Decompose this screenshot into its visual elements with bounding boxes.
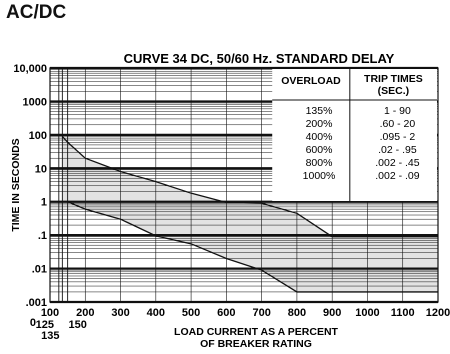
page-heading: AC/DC: [6, 2, 67, 23]
lower-trip-curve: [62, 201, 438, 293]
x-axis-label-line-2: OF BREAKER RATING: [200, 338, 312, 350]
y-tick-label: .1: [38, 230, 47, 242]
table-trip-time-cell: .002 - .09: [375, 170, 420, 182]
table-trip-time-cell: 1 - 90: [384, 105, 411, 117]
x-subtick-label: 150: [68, 319, 86, 331]
y-tick-label: 100: [29, 130, 47, 142]
table-header-trip-times: TRIP TIMES: [364, 73, 423, 85]
x-tick-label: 700: [252, 307, 270, 319]
table-overload-cell: 135%: [306, 105, 333, 117]
chart-title: CURVE 34 DC, 50/60 Hz. STANDARD DELAY: [124, 51, 395, 66]
x-tick-label: 600: [217, 307, 235, 319]
table-background: [272, 69, 437, 202]
table-trip-time-cell: .02 - .95: [378, 144, 417, 156]
y-tick-label: 10,000: [13, 63, 47, 75]
x-axis-label-line-1: LOAD CURRENT AS A PERCENT: [174, 326, 339, 338]
table-trip-time-cell: .095 - 2: [380, 131, 416, 143]
table-overload-cell: 800%: [306, 157, 333, 169]
x-subtick-label: 135: [41, 330, 59, 342]
plot-frame: [49, 67, 439, 303]
x-tick-label: 400: [147, 307, 165, 319]
y-tick-label: 1000: [23, 96, 47, 108]
trip-band: [62, 136, 438, 292]
table-header-seconds: (SEC.): [378, 85, 410, 97]
table-overload-cell: 1000%: [303, 170, 336, 182]
x-tick-label: 200: [76, 307, 94, 319]
table-trip-time-cell: .002 - .45: [375, 157, 420, 169]
table-overload-cell: 600%: [306, 144, 333, 156]
band-fill: [62, 136, 438, 292]
x-tick-label: 1000: [355, 307, 379, 319]
y-tick-label: 10: [35, 163, 47, 175]
y-tick-label: 1: [41, 197, 47, 209]
x-tick-label: 900: [323, 307, 341, 319]
table-header-overload: OVERLOAD: [281, 75, 341, 87]
x-tick-label: 800: [288, 307, 306, 319]
x-tick-label: 500: [182, 307, 200, 319]
axis-labels: 10,000 1000 100 10 1 .1 .01 .001 0 100 200 300 400 50…: [13, 63, 450, 342]
x-tick-label: 100: [41, 307, 59, 319]
table-trip-time-cell: .60 - 20: [380, 118, 416, 130]
curves: [61, 135, 438, 293]
upper-trip-curve: [61, 135, 438, 238]
table-overload-cell: 200%: [306, 118, 333, 130]
y-tick-label: .001: [26, 297, 47, 309]
table-overload-cell: 400%: [306, 131, 333, 143]
x-subtick-label: 125: [36, 319, 54, 331]
y-tick-label-zero: 0: [30, 317, 36, 329]
y-axis-label: TIME IN SECONDS: [10, 138, 22, 231]
x-tick-label: 300: [111, 307, 129, 319]
trip-time-table: OVERLOAD TRIP TIMES (SEC.) 135% 1 - 90 200…: [272, 69, 437, 202]
x-tick-label: 1200: [426, 307, 450, 319]
y-tick-label: .01: [32, 264, 47, 276]
x-tick-label: 1100: [391, 307, 415, 319]
